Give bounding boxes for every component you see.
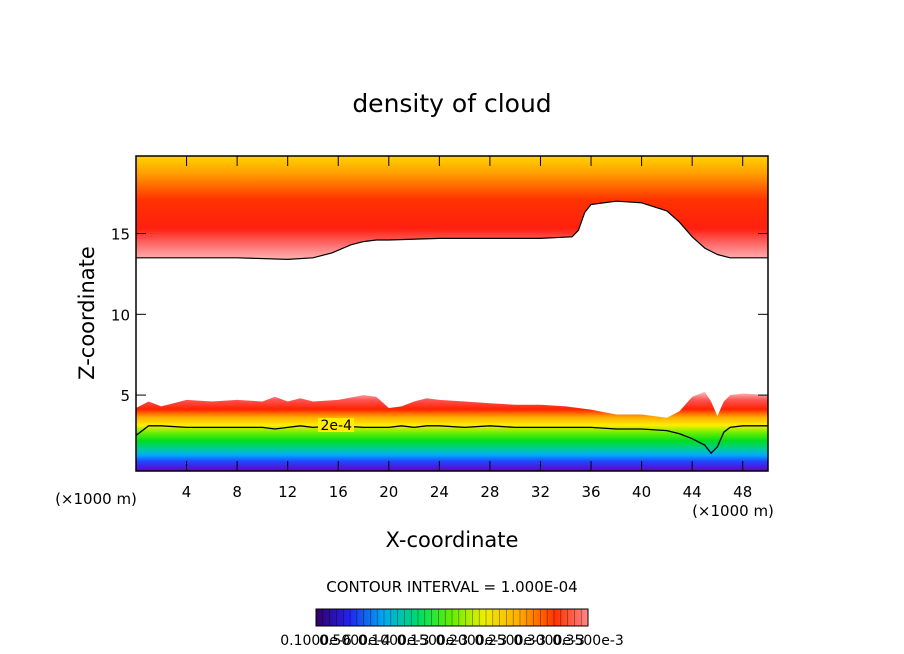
x-tick-label: 28 (480, 483, 499, 501)
colorbar-label: 0.3500e-3 (552, 633, 624, 649)
x-tick-label: 20 (379, 483, 398, 501)
colorbar-label: 0.2000e-3 (436, 633, 508, 649)
x-tick-label: 8 (232, 483, 242, 501)
x-tick-label: 44 (683, 483, 702, 501)
colorbar-label: 0.2500e-3 (475, 633, 547, 649)
y-tick-label: 5 (120, 387, 130, 405)
contour-interval-text: CONTOUR INTERVAL = 1.000E-04 (326, 578, 577, 596)
colorbar-label: 0.5000e-4 (319, 633, 391, 649)
x-axis-ticks: 4 8 12 16 20 24 28 32 36 40 44 48 (182, 156, 752, 501)
x-tick-label: 16 (329, 483, 348, 501)
upper-cloud-layer (136, 156, 768, 260)
x-tick-label: 40 (632, 483, 651, 501)
y-axis-ticks: 5 10 15 (111, 226, 768, 405)
y-tick-label: 15 (111, 226, 130, 244)
x-tick-label: 4 (182, 483, 192, 501)
colorbar-label: 0.1000e-3 (358, 633, 430, 649)
x-unit-right: (×1000 m) (692, 502, 774, 520)
lower-cloud-layer (136, 391, 768, 471)
colorbar-label: 0.1500e-3 (397, 633, 469, 649)
chart-title: density of cloud (352, 89, 551, 118)
x-tick-label: 32 (531, 483, 550, 501)
upper-layer-contour (136, 200, 768, 261)
colorbar-label: 0.3000e-3 (513, 633, 585, 649)
contour-line-2e-4 (136, 425, 768, 455)
plot-area: 2e-4 (136, 156, 768, 471)
colorbar-ticks (322, 609, 582, 626)
y-tick-label: 10 (111, 306, 130, 324)
x-unit-left: (×1000 m) (55, 490, 137, 508)
y-axis-label: Z-coordinate (75, 246, 99, 380)
plot-frame (135, 155, 769, 472)
x-tick-label: 24 (430, 483, 449, 501)
x-tick-label: 12 (278, 483, 297, 501)
colorbar-label: 0.1000e-6 (280, 633, 352, 649)
colorbar-labels: 0.1000e-60.5000e-40.1000e-30.1500e-30.20… (280, 633, 624, 649)
x-tick-label: 48 (733, 483, 752, 501)
x-tick-label: 36 (581, 483, 600, 501)
x-axis-label: X-coordinate (386, 528, 519, 552)
contour-label: 2e-4 (321, 418, 353, 434)
contour-label-bg (318, 418, 354, 432)
